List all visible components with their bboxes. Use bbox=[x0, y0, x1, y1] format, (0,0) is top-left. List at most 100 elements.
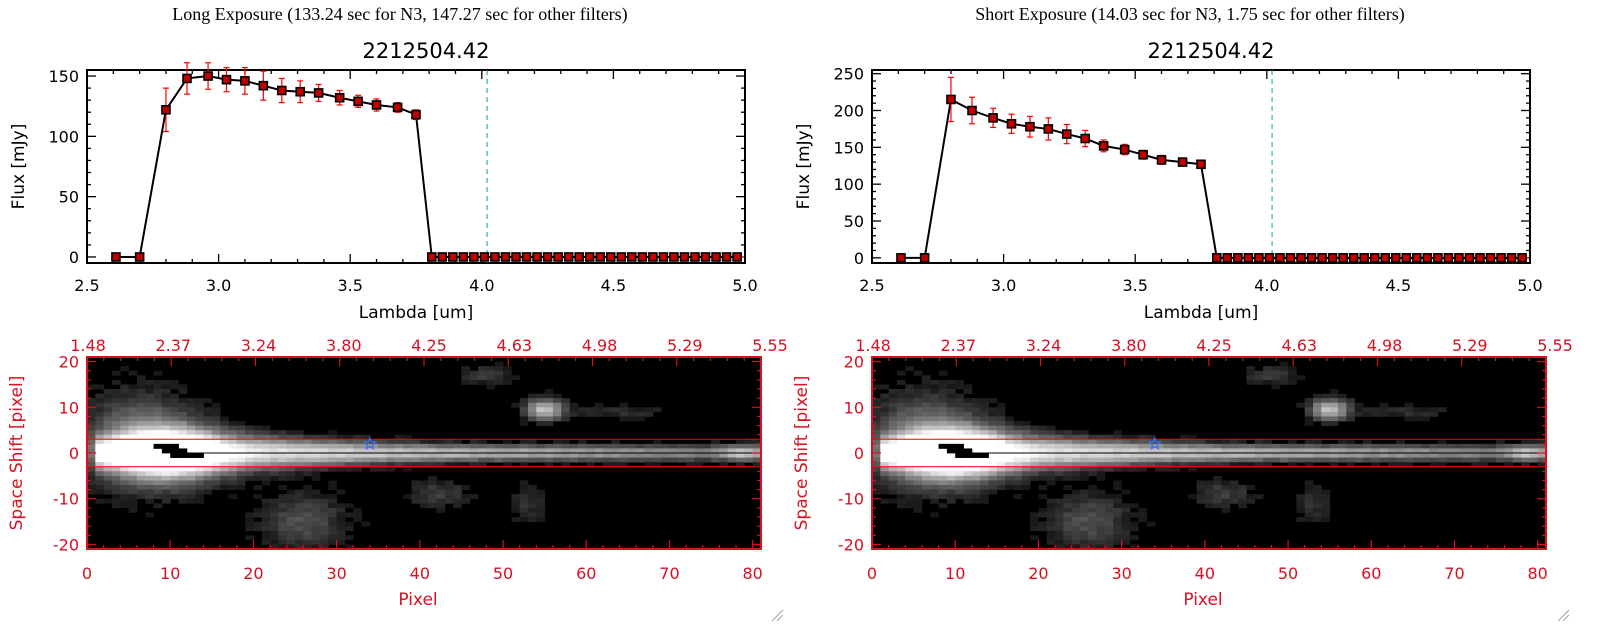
image-pixel bbox=[461, 457, 471, 463]
resize-grip-icon[interactable] bbox=[1556, 608, 1570, 622]
image-pixel bbox=[1046, 457, 1056, 463]
image-pixel bbox=[955, 466, 964, 472]
image-pixel bbox=[872, 430, 881, 436]
image-pixel bbox=[988, 485, 998, 490]
image-pixel bbox=[905, 434, 915, 440]
image-pixel bbox=[1213, 443, 1222, 449]
image-pixel bbox=[328, 494, 338, 500]
image-pixel bbox=[1404, 448, 1414, 454]
image-pixel bbox=[544, 407, 554, 413]
image-pixel bbox=[436, 503, 446, 509]
image-pixel bbox=[1304, 421, 1314, 426]
image-pixel bbox=[1129, 443, 1139, 449]
image-pixel bbox=[436, 443, 446, 449]
image-pixel bbox=[1055, 448, 1064, 454]
image-pixel bbox=[469, 375, 479, 381]
image-pixel bbox=[303, 503, 313, 509]
image-pixel bbox=[319, 453, 329, 458]
image-top-tick-label: 3.24 bbox=[1026, 336, 1062, 355]
image-pixel bbox=[1121, 443, 1131, 449]
spectral-image-pixels bbox=[872, 361, 1547, 550]
image-pixel bbox=[245, 517, 254, 522]
image-pixel bbox=[361, 521, 371, 527]
image-pixel bbox=[1104, 462, 1114, 468]
image-pixel bbox=[236, 480, 246, 486]
image-pixel bbox=[1221, 443, 1231, 449]
image-pixel bbox=[938, 430, 948, 436]
image-pixel bbox=[1313, 503, 1322, 509]
image-pixel bbox=[1196, 489, 1206, 495]
image-pixel bbox=[946, 466, 956, 472]
image-pixel bbox=[303, 530, 313, 536]
image-pixel bbox=[1238, 443, 1247, 449]
image-pixel bbox=[453, 443, 462, 449]
image-pixel bbox=[652, 457, 662, 463]
image-pixel bbox=[428, 439, 437, 445]
image-pixel bbox=[336, 489, 346, 495]
image-pixel bbox=[1221, 494, 1231, 500]
image-pixel bbox=[1005, 421, 1014, 426]
image-pixel bbox=[153, 434, 163, 440]
image-y-label: Space Shift [pixel] bbox=[792, 376, 812, 531]
image-pixel bbox=[602, 448, 612, 454]
data-point bbox=[258, 80, 269, 91]
image-pixel bbox=[719, 453, 729, 458]
image-pixel bbox=[971, 416, 981, 422]
image-pixel bbox=[955, 402, 964, 408]
image-pixel bbox=[1404, 407, 1414, 413]
image-pixel bbox=[921, 384, 931, 390]
image-pixel bbox=[619, 448, 629, 454]
image-pixel bbox=[1146, 453, 1156, 458]
image-pixel bbox=[1204, 498, 1214, 504]
image-pixel bbox=[955, 393, 964, 399]
resize-grip-icon[interactable] bbox=[770, 608, 784, 622]
image-pixel bbox=[486, 366, 496, 372]
image-pixel bbox=[1138, 507, 1147, 513]
image-pixel bbox=[411, 443, 421, 449]
image-pixel bbox=[353, 434, 362, 440]
image-pixel bbox=[528, 485, 537, 490]
image-pixel bbox=[913, 453, 923, 458]
image-pixel bbox=[1013, 475, 1023, 481]
image-pixel bbox=[503, 439, 512, 445]
image-pixel bbox=[319, 462, 329, 468]
y-tick-label: 250 bbox=[833, 65, 864, 84]
image-y-tick-label: 10 bbox=[844, 398, 864, 417]
image-pixel bbox=[1154, 453, 1164, 458]
image-pixel bbox=[880, 471, 890, 477]
image-pixel bbox=[1063, 462, 1073, 468]
image-pixel bbox=[319, 526, 329, 532]
image-pixel bbox=[178, 398, 188, 404]
image-y-tick-label: -10 bbox=[838, 490, 864, 509]
image-pixel bbox=[1304, 416, 1314, 422]
image-pixel bbox=[971, 430, 981, 436]
image-pixel bbox=[1271, 457, 1281, 463]
image-pixel bbox=[1071, 453, 1081, 458]
image-pixel bbox=[344, 462, 354, 468]
image-pixel bbox=[536, 507, 546, 513]
image-pixel bbox=[1537, 453, 1547, 458]
image-pixel bbox=[1030, 457, 1039, 463]
image-pixel bbox=[1179, 462, 1189, 468]
image-pixel bbox=[921, 453, 931, 458]
image-pixel bbox=[195, 398, 204, 404]
image-pixel bbox=[453, 439, 462, 445]
image-pixel bbox=[511, 494, 521, 500]
image-pixel bbox=[211, 439, 221, 445]
image-pixel bbox=[153, 425, 163, 431]
image-pixel bbox=[220, 443, 229, 449]
image-pixel bbox=[528, 411, 537, 417]
image-pixel bbox=[544, 389, 554, 394]
image-pixel bbox=[1229, 498, 1239, 504]
image-pixel bbox=[428, 498, 437, 504]
image-pixel bbox=[1021, 448, 1031, 454]
image-pixel bbox=[1296, 375, 1306, 381]
data-point bbox=[584, 252, 595, 262]
image-pixel bbox=[178, 384, 188, 390]
image-pixel bbox=[711, 443, 720, 449]
image-pixel bbox=[1504, 443, 1514, 449]
image-pixel bbox=[1446, 443, 1455, 449]
image-pixel bbox=[1179, 457, 1189, 463]
image-pixel bbox=[888, 407, 898, 413]
data-point bbox=[967, 105, 977, 116]
